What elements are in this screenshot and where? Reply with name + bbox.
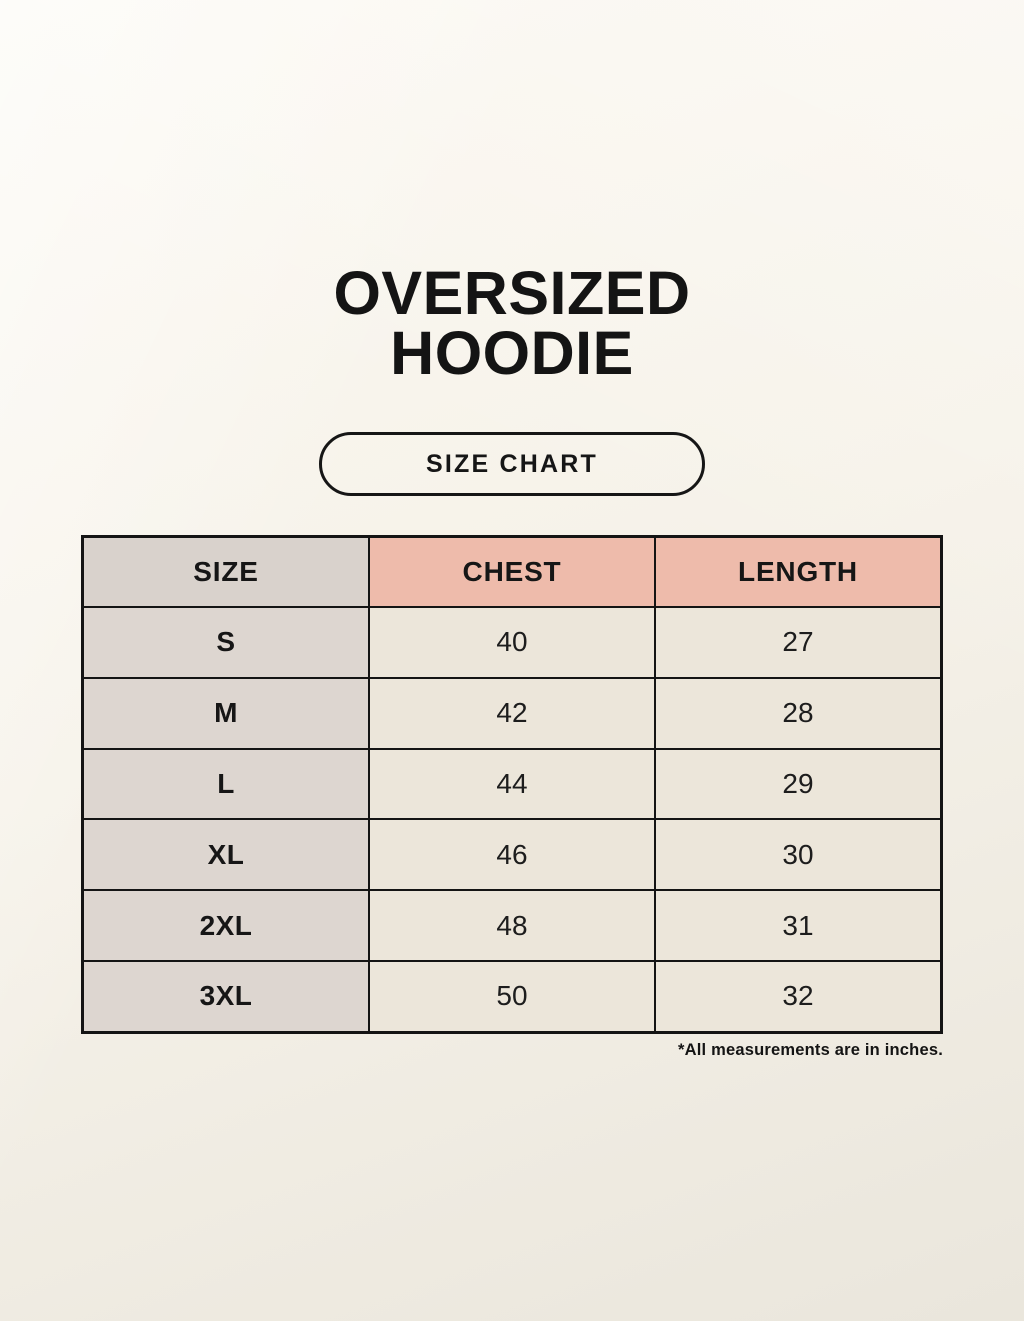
page-title-line2: HOODIE xyxy=(390,319,634,387)
row-2xl-length-value: 31 xyxy=(656,891,940,960)
row-2xl-chest-value: 48 xyxy=(370,891,654,960)
row-s-chest-value: 40 xyxy=(370,608,654,677)
row-s-size-label: S xyxy=(84,608,368,677)
row-s-length-value: 27 xyxy=(656,608,940,677)
row-3xl-length-value: 32 xyxy=(656,961,940,1031)
row-m-size-label: M xyxy=(84,678,368,748)
page-title-line1: OVERSIZED xyxy=(333,259,691,327)
row-xl-length-value: 30 xyxy=(656,820,940,890)
row-m-chest-value: 42 xyxy=(370,678,654,748)
size-chart-badge: SIZE CHART xyxy=(319,432,705,496)
row-l-length-value: 29 xyxy=(656,749,940,819)
row-l-size-label: L xyxy=(84,749,368,819)
column-header-chest: CHEST xyxy=(370,538,654,606)
row-2xl-size-label: 2XL xyxy=(84,891,368,960)
size-chart-table: SIZE CHEST LENGTH S 40 27 M 42 28 L 44 2… xyxy=(81,535,943,1034)
column-header-size: SIZE xyxy=(84,538,368,606)
row-m-length-value: 28 xyxy=(656,678,940,748)
size-chart-badge-label: SIZE CHART xyxy=(426,449,598,478)
measurements-footnote: *All measurements are in inches. xyxy=(677,1041,943,1059)
row-3xl-chest-value: 50 xyxy=(370,961,654,1031)
row-xl-size-label: XL xyxy=(84,820,368,890)
page-title: OVERSIZED HOODIE xyxy=(0,263,1024,384)
row-l-chest-value: 44 xyxy=(370,749,654,819)
column-header-length: LENGTH xyxy=(656,538,940,606)
row-xl-chest-value: 46 xyxy=(370,820,654,890)
row-3xl-size-label: 3XL xyxy=(84,961,368,1031)
